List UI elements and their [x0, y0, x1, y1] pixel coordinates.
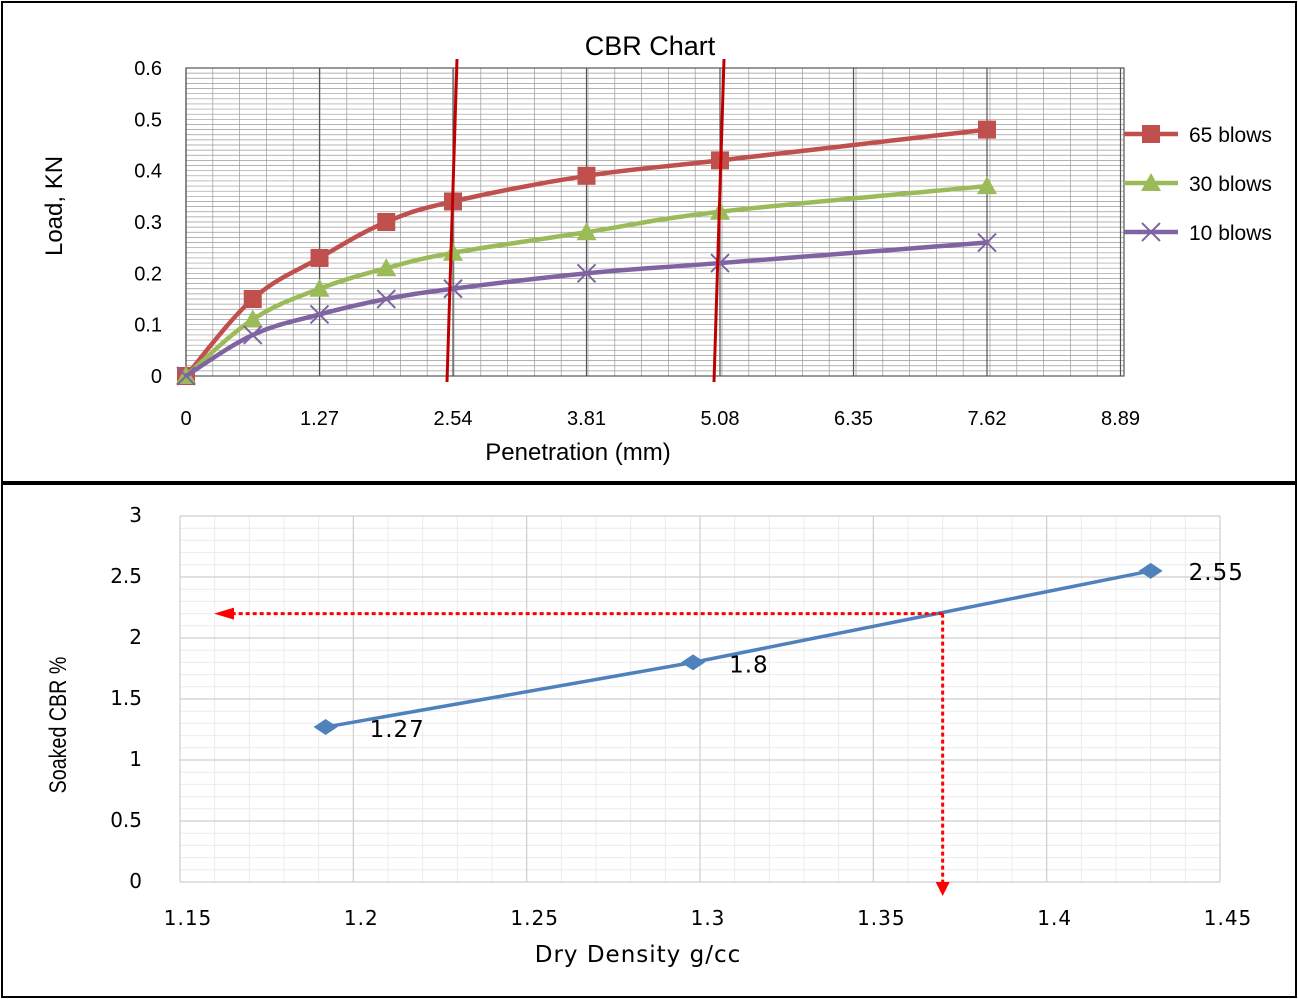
x-axis-title: Dry Density g/cc: [535, 942, 741, 968]
legend-marker: [1141, 173, 1161, 191]
data-point: [243, 325, 263, 345]
data-point: [313, 719, 338, 736]
x-tick-label: 8.89: [1101, 408, 1140, 430]
series-30-blows: 30 blows: [176, 173, 1272, 384]
y-tick-label: 0.4: [134, 161, 162, 183]
data-point: [377, 213, 396, 231]
y-tick-label: 1.5: [110, 686, 142, 710]
y-tick-label: 2: [129, 625, 142, 649]
x-tick-label: 1.35: [857, 906, 906, 930]
data-point: [681, 654, 706, 671]
x-tick-label: 7.62: [968, 408, 1007, 430]
x-tick-label: 6.35: [834, 408, 873, 430]
y-tick-label: 0: [129, 869, 142, 893]
y-tick-label: 0.2: [134, 263, 162, 285]
x-axis-title: Penetration (mm): [485, 439, 670, 466]
data-point: [176, 366, 196, 386]
data-point: [576, 263, 597, 284]
x-tick-label: 1.3: [691, 906, 726, 930]
y-tick-label: 3: [129, 503, 142, 527]
data-point: [242, 309, 263, 328]
data-point: [710, 253, 730, 273]
data-point: [977, 176, 997, 195]
y-tick-label: 0.6: [134, 58, 162, 80]
data-point: [309, 304, 330, 325]
y-tick-label: 0.5: [134, 109, 162, 131]
bottom-panel-border: [1, 483, 1297, 998]
cbr-plot-frame: [185, 67, 1125, 377]
data-point: [443, 242, 463, 261]
data-label: 1.27: [370, 717, 425, 743]
y-tick-label: 0.3: [134, 212, 162, 234]
data-point: [310, 248, 329, 267]
y-tick-label: 0: [151, 366, 162, 388]
series-10-blows: 10 blows: [176, 222, 1272, 386]
data-point: [978, 120, 996, 139]
x-tick-label: 1.27: [300, 408, 339, 430]
x-tick-label: 5.08: [701, 408, 740, 430]
data-point: [577, 166, 596, 185]
y-axis-title: Soaked CBR %: [44, 657, 71, 794]
cbr-chart-plot: 65 blows 30 blows 10 blows: [176, 58, 1272, 386]
data-point: [443, 279, 463, 299]
reference-arrow-left: [214, 607, 234, 620]
data-point: [309, 278, 330, 297]
x-tick-label: 3.81: [567, 408, 606, 430]
y-tick-label: 0.1: [134, 315, 162, 337]
legend-label: 30 blows: [1189, 173, 1272, 196]
data-point: [376, 258, 397, 277]
x-tick-label: 2.54: [434, 408, 473, 430]
series-line: [325, 569, 1152, 729]
y-tick-label: 2.5: [110, 564, 142, 588]
reference-line-x: [712, 58, 726, 383]
legend-marker: [1142, 125, 1160, 143]
data-label: 1.8: [729, 652, 769, 678]
top-panel-border: [1, 1, 1297, 483]
x-tick-label: 0: [180, 408, 191, 430]
x-tick-label: 1.2: [344, 906, 379, 930]
density-chart-plot: [179, 515, 1221, 896]
data-point: [376, 289, 396, 309]
data-label: 2.55: [1189, 560, 1244, 586]
x-tick-label: 1.4: [1037, 906, 1072, 930]
legend-marker: [1141, 222, 1161, 242]
data-point: [977, 232, 997, 253]
y-tick-label: 0.5: [110, 808, 142, 832]
reference-line-x: [445, 58, 459, 383]
data-point: [243, 290, 262, 308]
x-tick-label: 1.25: [510, 906, 559, 930]
reference-arrow-down: [935, 882, 950, 896]
legend-label: 10 blows: [1189, 222, 1272, 245]
y-tick-label: 1: [129, 747, 142, 771]
series-line: [184, 240, 988, 378]
data-point: [576, 222, 597, 241]
data-point: [1138, 562, 1163, 579]
y-axis-title: Load, KN: [41, 156, 68, 256]
legend-label: 65 blows: [1189, 124, 1272, 147]
x-tick-label: 1.15: [164, 906, 213, 930]
x-tick-label: 1.45: [1204, 906, 1253, 930]
chart-title: CBR Chart: [585, 31, 716, 61]
